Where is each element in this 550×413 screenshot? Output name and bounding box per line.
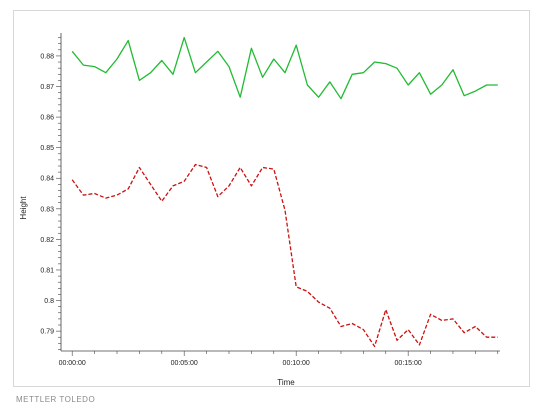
axes — [56, 33, 500, 356]
series-line-2 — [71, 163, 498, 348]
y-tick-label: 0.82 — [40, 237, 54, 244]
x-tick-label: 00:10:00 — [283, 360, 310, 367]
x-tick-label: 00:05:00 — [171, 360, 198, 367]
y-tick-label: 0.81 — [40, 267, 54, 274]
y-tick-label: 0.8 — [44, 298, 54, 305]
y-tick-label: 0.86 — [40, 115, 54, 122]
y-tick-label: 0.85 — [40, 145, 54, 152]
x-tick-label: 00:15:00 — [395, 360, 422, 367]
series-line-1 — [71, 36, 498, 100]
y-tick-label: 0.83 — [40, 206, 54, 213]
brand-watermark: METTLER TOLEDO — [16, 395, 96, 404]
series-lines — [71, 36, 498, 348]
y-tick-label: 0.84 — [40, 176, 54, 183]
x-axis-title: Time — [277, 378, 295, 387]
y-tick-label: 0.87 — [40, 84, 54, 91]
y-tick-label: 0.79 — [40, 329, 54, 336]
x-tick-label: 00:00:00 — [59, 360, 86, 367]
y-axis-title: Height — [19, 196, 28, 220]
tick-labels: 0.79 0.8 0.81 0.82 0.83 0.84 0.85 0.86 0.87 0.88 0… — [40, 53, 422, 367]
y-tick-label: 0.88 — [40, 53, 54, 60]
chart-frame — [13, 10, 530, 387]
